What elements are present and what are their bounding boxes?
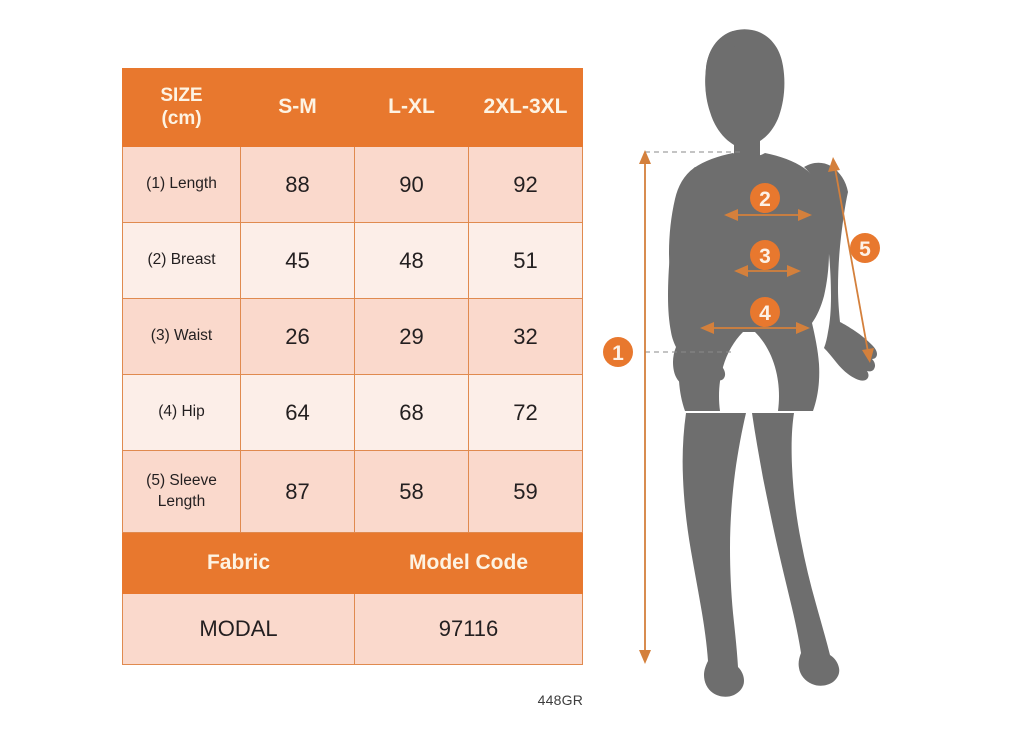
table-footer-heading-row: Fabric Model Code	[122, 532, 583, 594]
table-row: (1) Length 88 90 92	[122, 146, 583, 223]
header-col-l-xl: L-XL	[354, 68, 469, 147]
footer-value-fabric: MODAL	[122, 593, 355, 665]
cell-length-l-xl: 90	[354, 146, 469, 223]
hip-arrow-head-right	[796, 322, 810, 334]
cell-waist-s-m: 26	[240, 298, 355, 375]
hip-marker: 4	[700, 297, 810, 334]
waist-badge-number: 3	[759, 245, 771, 268]
row-label-sleeve-length: (5) Sleeve Length	[122, 450, 241, 533]
table-row: (2) Breast 45 48 51	[122, 222, 583, 299]
footer-value-model-code: 97116	[354, 593, 583, 665]
cell-breast-s-m: 45	[240, 222, 355, 299]
row-label-waist: (3) Waist	[122, 298, 241, 375]
breast-badge-number: 2	[759, 188, 771, 211]
waist-arrow-head-left	[734, 265, 748, 277]
cell-hip-s-m: 64	[240, 374, 355, 451]
cell-breast-l-xl: 48	[354, 222, 469, 299]
sleeve-arrow-line	[834, 167, 869, 353]
cell-length-2xl-3xl: 92	[468, 146, 583, 223]
table-row: (5) Sleeve Length 87 58 59	[122, 450, 583, 533]
sleeve-label-line1: (5) Sleeve	[146, 472, 217, 490]
row-label-breast: (2) Breast	[122, 222, 241, 299]
sleeve-label-line2: Length	[157, 492, 206, 510]
breast-arrow-head-right	[798, 209, 812, 221]
size-chart-table-container: SIZE (cm) S-M L-XL 2XL-3XL (1) Length 88…	[122, 68, 583, 665]
cell-hip-l-xl: 68	[354, 374, 469, 451]
measurement-figure: 1 2 3 4	[600, 0, 1024, 733]
cell-waist-2xl-3xl: 32	[468, 298, 583, 375]
sleeve-badge	[850, 233, 880, 263]
table-row: (4) Hip 64 68 72	[122, 374, 583, 451]
header-size-cm: SIZE (cm)	[122, 68, 241, 147]
size-chart-table: SIZE (cm) S-M L-XL 2XL-3XL (1) Length 88…	[122, 68, 583, 665]
sleeve-badge-number: 5	[859, 238, 871, 261]
header-col-2xl-3xl: 2XL-3XL	[468, 68, 583, 147]
breast-badge	[750, 183, 780, 213]
row-label-hip: (4) Hip	[122, 374, 241, 451]
cell-sleeve-2xl-3xl: 59	[468, 450, 583, 533]
length-badge	[603, 337, 633, 367]
breast-arrow-head-left	[724, 209, 738, 221]
header-size-label: SIZE	[160, 85, 203, 107]
sleeve-arrow-head-bottom	[862, 348, 874, 363]
female-silhouette-icon	[668, 29, 877, 697]
cell-waist-l-xl: 29	[354, 298, 469, 375]
length-arrow-head-top	[639, 150, 651, 164]
row-label-length: (1) Length	[122, 146, 241, 223]
cell-hip-2xl-3xl: 72	[468, 374, 583, 451]
hip-badge	[750, 297, 780, 327]
table-header-row: SIZE (cm) S-M L-XL 2XL-3XL	[122, 68, 583, 147]
cell-sleeve-s-m: 87	[240, 450, 355, 533]
length-arrow-head-bottom	[639, 650, 651, 664]
length-badge-number: 1	[612, 342, 624, 365]
waist-badge	[750, 240, 780, 270]
table-row: (3) Waist 26 29 32	[122, 298, 583, 375]
sleeve-arrow-head-top	[828, 157, 840, 172]
cell-sleeve-l-xl: 58	[354, 450, 469, 533]
footer-heading-fabric: Fabric	[122, 532, 355, 594]
hip-arrow-head-left	[700, 322, 714, 334]
footer-heading-model-code: Model Code	[354, 532, 583, 594]
table-footer-values-row: MODAL 97116	[122, 593, 583, 665]
hip-badge-number: 4	[759, 302, 771, 325]
cell-length-s-m: 88	[240, 146, 355, 223]
waist-arrow-head-right	[787, 265, 801, 277]
length-marker: 1	[603, 150, 740, 664]
breast-marker: 2	[724, 183, 812, 221]
header-cm-label: (cm)	[161, 107, 202, 129]
product-code-text: 448GR	[537, 692, 583, 708]
waist-marker: 3	[734, 240, 801, 277]
header-col-s-m: S-M	[240, 68, 355, 147]
cell-breast-2xl-3xl: 51	[468, 222, 583, 299]
sleeve-length-marker: 5	[828, 157, 880, 363]
